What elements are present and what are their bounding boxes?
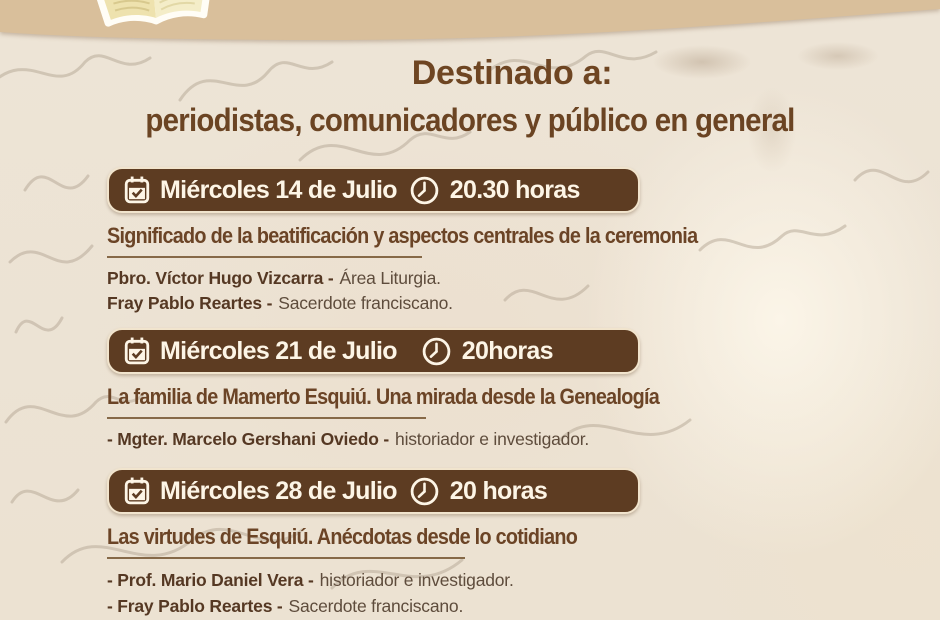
event-1-title: Significado de la beatificación y aspect… xyxy=(107,223,698,248)
event-1-time: 20.30 horas xyxy=(449,175,581,204)
event-1-speakers: Pbro. Víctor Hugo Vizcarra - Área Liturgi… xyxy=(107,266,852,316)
speaker-name: - Mgter. Marcelo Gershani Oviedo - xyxy=(107,429,390,449)
event-block-1: Miércoles 14 de Julio 20.30 horas Signif… xyxy=(107,167,852,316)
event-block-3: Miércoles 28 de Julio 20 horas Las virtu… xyxy=(107,468,852,619)
speaker-name: Pbro. Víctor Hugo Vizcarra - xyxy=(107,268,334,288)
audience-heading: Destinado a: xyxy=(411,54,613,92)
event-3-time: 20 horas xyxy=(449,476,548,505)
title-underline xyxy=(107,256,422,258)
calendar-check-icon xyxy=(124,477,150,505)
speaker-line: Fray Pablo Reartes - Sacerdote franciscan… xyxy=(107,291,852,316)
event-2-time: 20horas xyxy=(461,336,554,365)
event-2-speakers: - Mgter. Marcelo Gershani Oviedo - histor… xyxy=(107,427,852,452)
speaker-line: Pbro. Víctor Hugo Vizcarra - Área Liturgi… xyxy=(107,266,852,291)
event-1-date-banner: Miércoles 14 de Julio 20.30 horas xyxy=(107,167,640,213)
speaker-name: - Prof. Mario Daniel Vera - xyxy=(107,570,314,590)
title-underline xyxy=(107,557,465,559)
calendar-check-icon xyxy=(124,337,150,365)
event-3-title: Las virtudes de Esquiú. Anécdotas desde … xyxy=(107,524,578,549)
event-3-date-banner: Miércoles 28 de Julio 20 horas xyxy=(107,468,640,514)
audience-subheading: periodistas, comunicadores y público en … xyxy=(145,102,795,138)
event-3-speakers: - Prof. Mario Daniel Vera - historiador e… xyxy=(107,567,852,619)
speaker-line: - Prof. Mario Daniel Vera - historiador e… xyxy=(107,567,852,593)
event-2-date: Miércoles 21 de Julio xyxy=(160,336,397,365)
clock-icon xyxy=(410,176,439,204)
open-book-logo-icon xyxy=(96,0,211,27)
event-2-date-banner: Miércoles 21 de Julio 20horas xyxy=(107,328,640,374)
clock-icon xyxy=(410,477,439,505)
calendar-check-icon xyxy=(124,176,150,204)
speaker-line: - Fray Pablo Reartes - Sacerdote francisc… xyxy=(107,593,852,619)
speaker-line: - Mgter. Marcelo Gershani Oviedo - histor… xyxy=(107,427,852,452)
title-underline xyxy=(107,417,426,419)
event-1-date: Miércoles 14 de Julio xyxy=(160,175,397,204)
speaker-role: Área Liturgia. xyxy=(339,268,441,288)
speaker-name: - Fray Pablo Reartes - xyxy=(107,596,283,616)
speaker-role: historiador e investigador. xyxy=(395,429,590,449)
speaker-role: historiador e investigador. xyxy=(319,570,514,590)
event-2-title: La familia de Mamerto Esquiú. Una mirada… xyxy=(107,384,660,409)
clock-icon xyxy=(422,337,451,365)
speaker-role: Sacerdote franciscano. xyxy=(288,596,464,616)
speaker-name: Fray Pablo Reartes - xyxy=(107,293,273,313)
event-3-date: Miércoles 28 de Julio xyxy=(160,476,397,505)
event-block-2: Miércoles 21 de Julio 20horas La familia… xyxy=(107,328,852,452)
top-band xyxy=(0,0,940,40)
speaker-role: Sacerdote franciscano. xyxy=(278,293,453,313)
